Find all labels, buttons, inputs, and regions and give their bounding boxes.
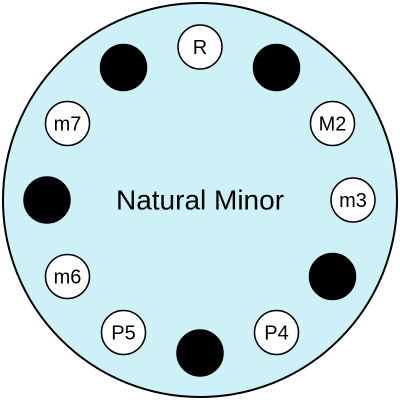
degree-dot bbox=[100, 309, 147, 356]
degree-label: M2 bbox=[319, 114, 347, 136]
degree-label: P4 bbox=[264, 323, 288, 345]
scale-title: Natural Minor bbox=[116, 185, 284, 216]
excluded-degree-6 bbox=[176, 329, 224, 377]
degree-dot bbox=[309, 100, 356, 147]
degree-dot bbox=[177, 24, 223, 70]
degree-m3: m3 bbox=[330, 177, 376, 223]
degree-r: R bbox=[177, 24, 223, 70]
excluded-degree-11 bbox=[99, 43, 148, 92]
degree-label: m3 bbox=[339, 190, 367, 212]
excluded-degree-dot bbox=[99, 43, 148, 92]
excluded-degree-4 bbox=[308, 252, 357, 301]
degree-label: R bbox=[193, 37, 207, 59]
degree-markers: R M2 m3 P4 P5 m6 m7 bbox=[23, 24, 376, 377]
degree-m7: m7 bbox=[44, 100, 91, 147]
excluded-degree-1 bbox=[252, 43, 301, 92]
degree-p4: P4 bbox=[253, 309, 300, 356]
degree-m2: M2 bbox=[309, 100, 356, 147]
excluded-degree-dot bbox=[176, 329, 224, 377]
excluded-degree-9 bbox=[23, 176, 71, 224]
degree-label: m6 bbox=[54, 267, 82, 289]
degree-p5: P5 bbox=[100, 309, 147, 356]
degree-dot bbox=[253, 309, 300, 356]
degree-dot bbox=[44, 100, 91, 147]
excluded-degree-dot bbox=[23, 176, 71, 224]
degree-label: m7 bbox=[54, 114, 82, 136]
excluded-degree-dot bbox=[308, 252, 357, 301]
degree-m6: m6 bbox=[44, 253, 91, 300]
degree-label: P5 bbox=[111, 323, 135, 345]
excluded-degree-dot bbox=[252, 43, 301, 92]
degree-dot bbox=[44, 253, 91, 300]
degree-dot bbox=[330, 177, 376, 223]
